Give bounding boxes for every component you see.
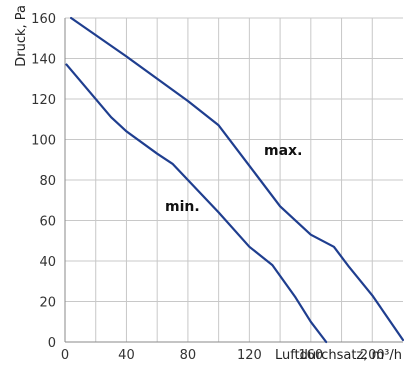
y-axis-label: Druck, Pa (14, 5, 29, 67)
x-axis-ticks: 0 40 80 120 160 200 (61, 348, 385, 363)
x-tick-label: 80 (180, 348, 197, 363)
x-tick-label: 40 (118, 348, 135, 363)
y-tick-label: 60 (39, 215, 56, 230)
y-tick-label: 120 (31, 93, 56, 108)
y-tick-label: 160 (31, 12, 56, 27)
y-tick-label: 140 (31, 53, 56, 68)
y-axis-ticks: 0 20 40 60 80 100 120 140 160 (31, 12, 56, 351)
x-tick-label: 120 (237, 348, 262, 363)
x-tick-label: 0 (61, 348, 69, 363)
y-tick-label: 80 (39, 174, 56, 189)
grid (65, 17, 403, 342)
y-tick-label: 40 (39, 255, 56, 270)
y-tick-label: 20 (39, 296, 56, 311)
min-curve-label: min. (165, 199, 200, 215)
min-curve (65, 63, 328, 344)
y-tick-label: 0 (48, 336, 56, 351)
y-tick-label: 100 (31, 134, 56, 149)
x-tick-label: 200 (360, 348, 385, 363)
x-axis-label: Luftdurchsatz, m³/h (275, 348, 402, 363)
plot-frame (64, 18, 403, 343)
max-curve-label: max. (264, 143, 302, 159)
series-layer (65, 16, 404, 344)
x-tick-label: 160 (298, 348, 323, 363)
max-curve (70, 16, 404, 342)
